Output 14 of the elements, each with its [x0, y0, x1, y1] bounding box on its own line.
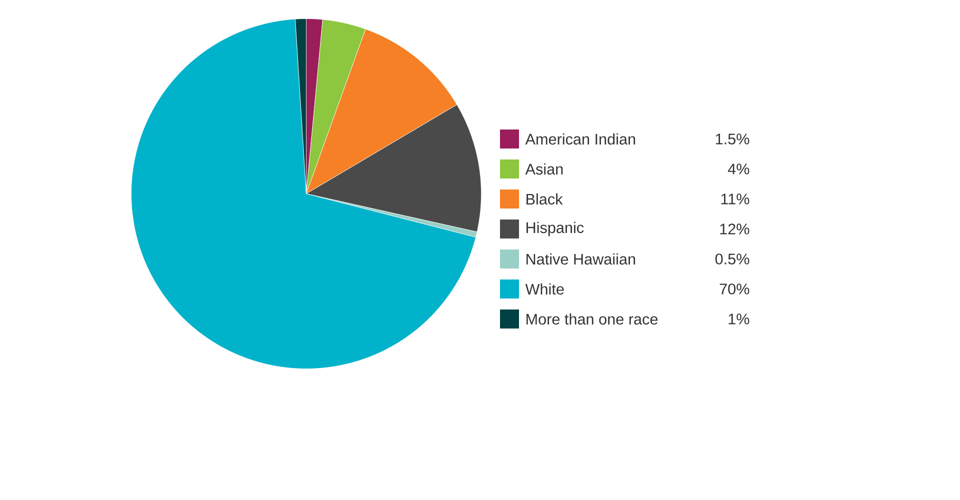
legend-label: White	[525, 283, 564, 295]
legend-label: Hispanic	[526, 222, 584, 236]
data-label: 11%	[721, 194, 750, 204]
data-label: 0.5%	[715, 254, 750, 264]
data-label: 12%	[720, 224, 750, 234]
data-label: 1.5%	[716, 134, 750, 144]
legend-label: Native Hawaiian	[526, 253, 636, 265]
data-label: 1%	[728, 314, 750, 324]
data-label: 70%	[720, 284, 750, 294]
legend-label: American Indian	[525, 133, 636, 145]
legend-label: Black	[526, 193, 563, 205]
legend-label: Asian	[525, 163, 563, 175]
data-label: 4%	[728, 164, 750, 174]
legend-label: More than one race	[526, 313, 658, 325]
